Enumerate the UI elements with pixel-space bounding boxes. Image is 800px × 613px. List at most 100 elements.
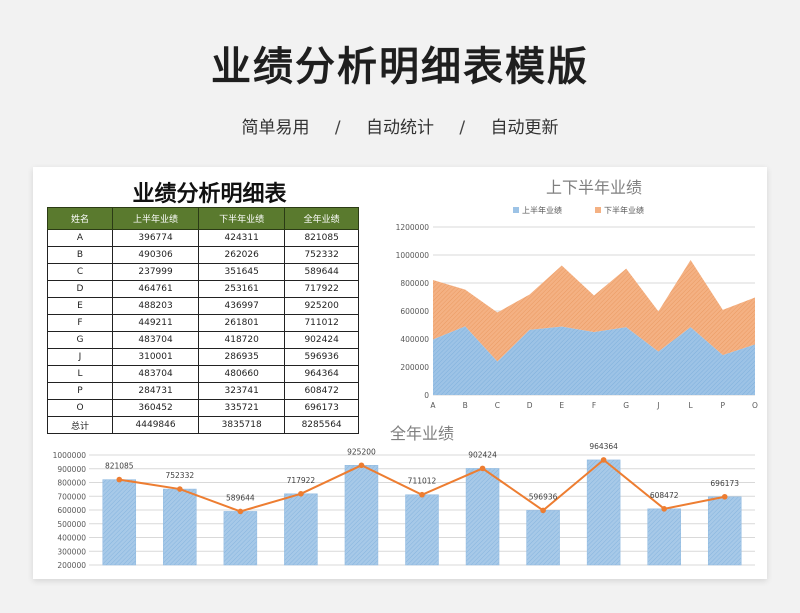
data-label: 696173 [710, 479, 739, 488]
data-label: 717922 [287, 476, 316, 485]
bar [344, 465, 379, 566]
table-cell: 237999 [111, 263, 200, 281]
table-cell: 424311 [198, 229, 286, 247]
data-label: 964364 [589, 442, 618, 451]
table-cell: 396774 [111, 229, 200, 247]
y-tick-label: 600000 [400, 307, 429, 316]
y-tick-label: 500000 [57, 520, 86, 529]
line-point [540, 507, 546, 514]
line-point [479, 465, 486, 472]
subtitle-item-1: 简单易用 [241, 118, 310, 138]
data-label: 608472 [650, 491, 679, 500]
table-cell: E [47, 297, 113, 315]
x-tick-label: C [495, 401, 500, 410]
data-label: 711012 [408, 477, 437, 486]
table-cell: 418720 [198, 331, 286, 349]
legend-label: 上半年业绩 [522, 205, 562, 215]
table-title: 业绩分析明细表 [132, 181, 287, 207]
table-cell: 480660 [198, 365, 286, 383]
x-tick-label: E [559, 401, 564, 410]
table-cell: 310001 [111, 348, 200, 366]
table-cell: 717922 [284, 280, 359, 298]
legend-swatch [513, 207, 519, 213]
line-point [237, 508, 244, 515]
y-tick-label: 300000 [57, 547, 86, 556]
bar [526, 510, 560, 566]
bar [163, 488, 197, 566]
legend-swatch [595, 207, 601, 213]
table-cell: 608472 [284, 382, 359, 400]
area-series-h1 [433, 326, 755, 395]
subtitle-separator: / [334, 118, 341, 138]
table-cell: P [47, 382, 113, 400]
chart-title: 全年业绩 [390, 424, 454, 443]
table-cell: 925200 [284, 297, 359, 315]
y-tick-label: 200000 [57, 561, 86, 570]
table-cell: 360452 [111, 399, 200, 417]
y-tick-label: 700000 [57, 492, 86, 501]
table-cell: 483704 [111, 331, 200, 349]
table-cell: 596936 [284, 348, 359, 366]
table-cell: B [47, 246, 113, 264]
line-point [358, 462, 365, 469]
x-tick-label: J [656, 401, 659, 410]
table-cell: C [47, 263, 113, 281]
table-row: D 464761 253161 717922 [47, 280, 359, 298]
table-cell: 286935 [198, 348, 286, 366]
line-point [600, 457, 607, 463]
y-tick-label: 1200000 [396, 223, 430, 232]
bar [465, 468, 500, 566]
data-label: 925200 [347, 447, 376, 456]
x-tick-label: L [689, 401, 694, 410]
bar [284, 493, 318, 566]
table-cell: 3835718 [198, 416, 286, 434]
table-row: A 396774 424311 821085 [47, 229, 359, 247]
line-point [721, 493, 728, 500]
bar [405, 494, 439, 566]
table-row: F 449211 261801 711012 [47, 314, 359, 332]
table-cell: 262026 [198, 246, 286, 264]
table-cell: 488203 [111, 297, 200, 315]
chart-title: 上下半年业绩 [546, 178, 642, 197]
table-cell: G [47, 331, 113, 349]
table-row: C 237999 351645 589644 [47, 263, 359, 281]
table-cell: D [47, 280, 113, 298]
table-cell: 261801 [198, 314, 286, 332]
table-cell: 436997 [198, 297, 286, 315]
line-point [177, 486, 183, 492]
performance-table: 姓名 上半年业绩 下半年业绩 全年业绩 A 396774 424311 821085 B… [47, 207, 359, 434]
y-tick-label: 800000 [400, 279, 429, 288]
line-point [419, 491, 425, 498]
header-name: 姓名 [47, 207, 113, 230]
spreadsheet-card: 业绩分析明细表 姓名 上半年业绩 下半年业绩 全年业绩 A 396774 42431… [33, 167, 767, 579]
table-cell: 总计 [47, 416, 113, 434]
table-row: P 284731 323741 608472 [47, 382, 359, 400]
line-point [661, 506, 667, 512]
bar [707, 496, 742, 566]
data-label: 589644 [226, 493, 255, 502]
bar [586, 459, 621, 566]
table-cell: 323741 [198, 382, 286, 400]
table-cell: 8285564 [284, 416, 359, 434]
table-cell: 821085 [284, 229, 359, 247]
subtitle-item-2: 自动统计 [366, 118, 434, 138]
table-cell: 964364 [284, 365, 359, 383]
y-tick-label: 0 [424, 391, 429, 400]
data-label: 902424 [468, 450, 497, 459]
table-cell: 449211 [111, 314, 200, 332]
table-cell: 351645 [198, 263, 286, 281]
x-tick-label: F [592, 401, 596, 410]
table-cell: F [47, 314, 113, 332]
table-cell: 253161 [198, 280, 286, 298]
x-tick-label: A [430, 401, 436, 410]
table-cell: L [47, 365, 113, 383]
bar-chart: 全年业绩 200000 300000 400000 500000 600000 700000… [53, 424, 755, 570]
data-label: 752332 [165, 471, 194, 480]
table-row: L 483704 480660 964364 [47, 365, 359, 383]
table-cell: 335721 [198, 399, 286, 417]
x-tick-label: P [721, 401, 726, 410]
x-tick-label: G [623, 401, 629, 410]
y-tick-label: 600000 [57, 506, 86, 515]
table-row: G 483704 418720 902424 [47, 331, 359, 349]
y-tick-label: 900000 [57, 465, 86, 474]
